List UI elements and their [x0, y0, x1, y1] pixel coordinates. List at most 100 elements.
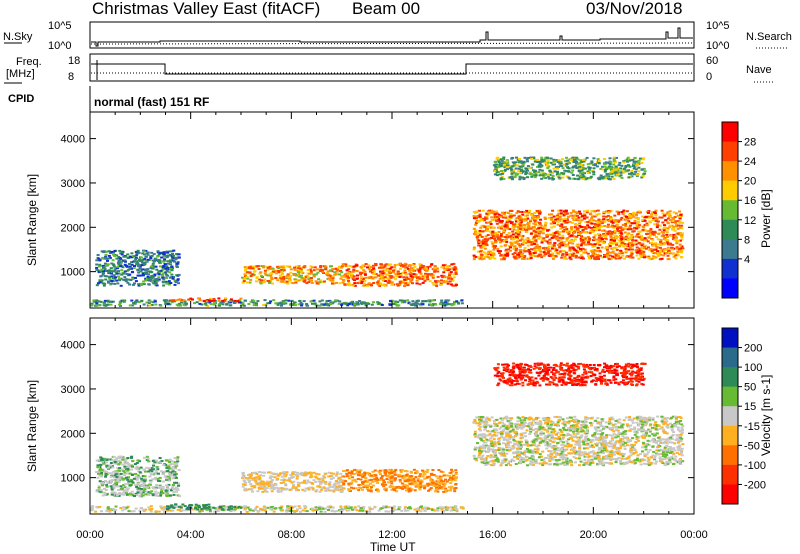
- data-cell: [102, 304, 106, 307]
- data-cell: [553, 232, 557, 235]
- data-cell: [331, 506, 335, 509]
- data-cell: [170, 269, 174, 272]
- data-cell: [514, 161, 517, 164]
- data-cell: [284, 302, 288, 305]
- data-cell: [187, 508, 190, 511]
- data-cell: [579, 237, 583, 240]
- data-cell: [155, 284, 159, 287]
- data-cell: [607, 220, 611, 223]
- data-cell: [505, 219, 509, 222]
- data-cell: [620, 241, 624, 244]
- data-cell: [185, 302, 188, 305]
- data-cell: [161, 276, 165, 279]
- data-cell: [508, 235, 512, 238]
- data-cell: [519, 221, 523, 224]
- data-cell: [616, 224, 620, 227]
- data-cell: [194, 507, 197, 510]
- data-cell: [293, 505, 297, 508]
- data-cell: [387, 279, 391, 282]
- data-cell: [218, 303, 222, 305]
- data-cell: [150, 254, 154, 257]
- data-cell: [502, 163, 506, 166]
- data-cell: [398, 276, 402, 278]
- data-cell: [143, 279, 147, 282]
- data-cell: [534, 174, 538, 177]
- data-cell: [534, 159, 538, 162]
- data-cell: [130, 493, 134, 496]
- data-cell: [576, 214, 579, 217]
- data-cell: [568, 158, 572, 161]
- data-cell: [97, 300, 101, 303]
- data-cell: [521, 165, 525, 168]
- data-cell: [297, 265, 301, 268]
- data-cell: [168, 458, 172, 461]
- data-cell: [648, 216, 651, 219]
- data-cell: [176, 494, 180, 497]
- data-cell: [530, 254, 534, 257]
- data-cell: [406, 299, 410, 302]
- data-cell: [386, 277, 390, 280]
- data-cell: [506, 222, 510, 225]
- data-cell: [260, 265, 264, 268]
- data-cell: [322, 272, 325, 274]
- data-cell: [576, 251, 579, 254]
- data-cell: [615, 221, 619, 224]
- data-cell: [558, 236, 562, 239]
- data-cell: [143, 257, 147, 260]
- data-cell: [562, 163, 566, 166]
- data-cell: [108, 270, 112, 273]
- data-cell: [612, 159, 616, 162]
- data-cell: [100, 459, 104, 462]
- data-cell: [345, 272, 349, 275]
- data-cell: [407, 507, 410, 509]
- data-cell: [507, 232, 511, 234]
- data-cell: [316, 271, 320, 274]
- data-cell: [494, 165, 498, 168]
- data-cell: [329, 300, 333, 303]
- data-cell: [157, 273, 161, 276]
- data-cell: [131, 481, 135, 484]
- data-cell: [551, 178, 555, 180]
- data-cell: [98, 278, 102, 281]
- data-cell: [543, 226, 547, 229]
- data-cell: [180, 299, 184, 301]
- data-cell: [559, 224, 562, 227]
- data-cell: [595, 213, 599, 216]
- data-cell: [155, 484, 159, 486]
- data-cell: [575, 218, 579, 221]
- data-cell: [419, 272, 423, 275]
- data-cell: [418, 267, 422, 270]
- data-cell: [126, 253, 130, 256]
- data-cell: [167, 506, 171, 509]
- data-cell: [499, 158, 503, 161]
- data-cell: [527, 226, 531, 229]
- data-cell: [378, 266, 381, 269]
- data-cell: [394, 273, 398, 276]
- data-cell: [169, 462, 173, 465]
- data-cell: [165, 466, 169, 469]
- data-cell: [421, 281, 425, 284]
- data-cell: [123, 471, 127, 474]
- data-cell: [559, 213, 563, 216]
- data-cell: [573, 218, 577, 221]
- data-cell: [673, 216, 677, 219]
- data-cell: [572, 235, 576, 238]
- data-cell: [578, 250, 581, 253]
- data-cell: [606, 218, 610, 221]
- data-region: [90, 505, 465, 513]
- data-cell: [298, 507, 302, 510]
- data-cell: [363, 273, 367, 276]
- data-cell: [178, 304, 182, 307]
- data-cell: [287, 299, 291, 302]
- data-cell: [559, 160, 563, 163]
- data-cell: [331, 281, 335, 284]
- data-cell: [579, 159, 583, 162]
- data-cell: [411, 267, 415, 270]
- colorbar-tick-label: 28: [744, 137, 756, 149]
- data-cell: [654, 248, 658, 251]
- data-cell: [173, 260, 176, 263]
- data-cell: [190, 504, 194, 507]
- data-cell: [209, 303, 213, 306]
- data-cell: [664, 219, 668, 222]
- data-cell: [277, 302, 281, 305]
